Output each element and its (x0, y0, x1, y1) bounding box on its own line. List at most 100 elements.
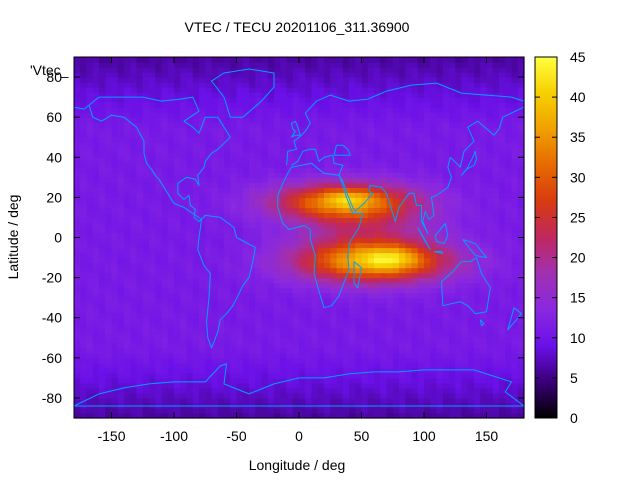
heatmap-cell (311, 197, 319, 203)
heatmap-cell (467, 297, 475, 304)
heatmap-cell (349, 307, 356, 314)
heatmap-cell (167, 107, 175, 113)
heatmap-cell (205, 262, 213, 269)
heatmap-cell (355, 202, 363, 209)
heatmap-cell (492, 347, 500, 354)
heatmap-cell (74, 387, 81, 394)
heatmap-cell (367, 282, 375, 289)
heatmap-cell (399, 212, 406, 219)
heatmap-cell (467, 147, 475, 153)
heatmap-cell (280, 212, 288, 219)
heatmap-cell (155, 262, 163, 269)
heatmap-cell (492, 302, 500, 309)
heatmap-cell (449, 397, 456, 404)
heatmap-cell (280, 182, 288, 188)
heatmap-cell (199, 192, 206, 198)
heatmap-cell (124, 312, 131, 319)
heatmap-cell (436, 327, 444, 334)
heatmap-cell (417, 412, 425, 419)
heatmap-cell (236, 97, 244, 103)
heatmap-cell (124, 202, 131, 209)
heatmap-cell (492, 307, 500, 314)
heatmap-cell (330, 372, 338, 379)
heatmap-cell (217, 382, 225, 389)
heatmap-cell (417, 92, 425, 98)
heatmap-cell (167, 307, 175, 314)
heatmap-cell (411, 227, 419, 234)
heatmap-cell (205, 387, 213, 394)
heatmap-cell (280, 122, 288, 128)
heatmap-cell (330, 337, 338, 344)
heatmap-cell (461, 267, 469, 274)
heatmap-cell (392, 337, 400, 344)
heatmap-cell (149, 102, 156, 108)
heatmap-cell (192, 282, 200, 289)
heatmap-cell (305, 407, 313, 414)
heatmap-cell (161, 187, 169, 193)
heatmap-cell (336, 207, 344, 214)
heatmap-cell (424, 142, 431, 148)
heatmap-cell (299, 362, 306, 369)
heatmap-cell (267, 387, 275, 394)
heatmap-cell (424, 282, 431, 289)
heatmap-cell (324, 347, 331, 354)
heatmap-cell (330, 382, 338, 389)
heatmap-cell (80, 297, 88, 304)
heatmap-cell (374, 197, 381, 203)
heatmap-cell (80, 332, 88, 339)
heatmap-cell (286, 387, 294, 394)
heatmap-cell (286, 142, 294, 148)
heatmap-cell (349, 362, 356, 369)
heatmap-cell (411, 172, 419, 178)
heatmap-cell (217, 242, 225, 249)
heatmap-cell (124, 382, 131, 389)
heatmap-cell (130, 267, 138, 274)
heatmap-cell (492, 317, 500, 324)
heatmap-cell (92, 397, 100, 404)
heatmap-cell (467, 372, 475, 379)
heatmap-cell (186, 337, 194, 344)
heatmap-cell (274, 387, 281, 394)
heatmap-cell (430, 132, 438, 138)
heatmap-cell (217, 197, 225, 203)
heatmap-cell (486, 72, 494, 78)
heatmap-cell (267, 232, 275, 239)
heatmap-cell (92, 217, 100, 224)
heatmap-cell (274, 252, 281, 259)
heatmap-cell (511, 192, 519, 198)
heatmap-cell (92, 192, 100, 198)
heatmap-cell (161, 342, 169, 349)
heatmap-cell (517, 397, 525, 404)
heatmap-cell (392, 382, 400, 389)
heatmap-cell (192, 382, 200, 389)
heatmap-cell (399, 377, 406, 384)
heatmap-cell (399, 207, 406, 214)
heatmap-cell (336, 407, 344, 414)
heatmap-cell (511, 302, 519, 309)
heatmap-cell (280, 237, 288, 244)
heatmap-cell (224, 397, 231, 404)
heatmap-cell (149, 222, 156, 229)
heatmap-cell (305, 112, 313, 118)
heatmap-cell (324, 327, 331, 334)
heatmap-cell (180, 197, 188, 203)
heatmap-cell (355, 237, 363, 244)
heatmap-cell (236, 242, 244, 249)
heatmap-cell (92, 197, 100, 203)
heatmap-cell (99, 77, 106, 83)
heatmap-cell (486, 137, 494, 143)
heatmap-cell (399, 247, 406, 254)
heatmap-cell (274, 162, 281, 168)
heatmap-cell (386, 142, 394, 148)
heatmap-cell (449, 97, 456, 103)
heatmap-cell (242, 242, 250, 249)
heatmap-cell (199, 172, 206, 178)
heatmap-cell (92, 387, 100, 394)
heatmap-cell (255, 107, 263, 113)
heatmap-cell (230, 197, 238, 203)
heatmap-cell (274, 297, 281, 304)
heatmap-cell (249, 312, 256, 319)
heatmap-cell (86, 277, 94, 284)
heatmap-cell (280, 407, 288, 414)
heatmap-cell (249, 112, 256, 118)
